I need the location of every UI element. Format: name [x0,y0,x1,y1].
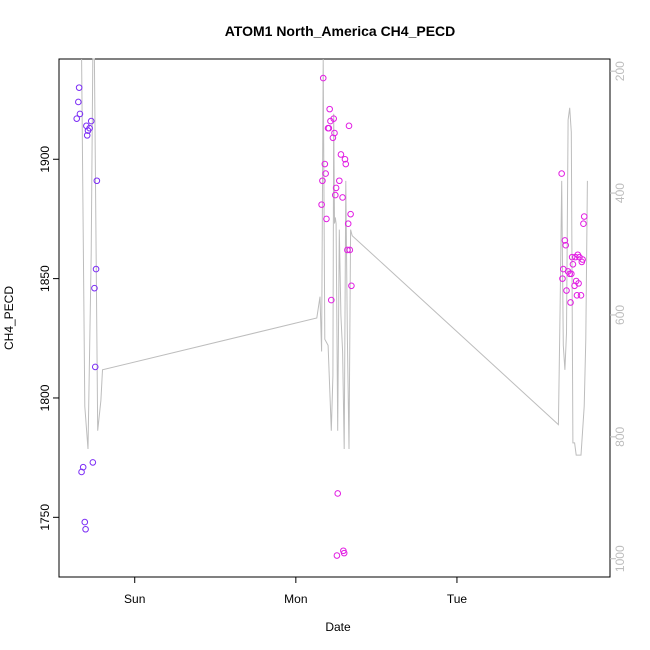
data-point [580,213,588,220]
data-point [337,151,345,158]
data-point [330,115,337,122]
data-point [325,124,333,132]
points-layer [73,74,588,559]
data-point [89,459,97,466]
data-point [562,241,569,249]
line-series-layer [81,58,588,456]
plot-frame [58,58,611,578]
x-tick-label: Sun [124,592,145,606]
data-point [348,282,355,290]
y2-tick-label: 200 [613,61,627,81]
data-point [568,253,576,261]
data-point [86,124,93,132]
data-point [347,210,354,218]
data-point [81,518,89,526]
x-tick-label: Tue [447,592,468,606]
data-point [344,220,352,228]
data-point [579,256,586,263]
data-point [333,552,341,559]
data-point [342,160,350,168]
y-tick-label: 1750 [38,504,52,531]
data-point [322,170,329,177]
y2-tick-label: 400 [613,183,627,203]
chart-title: ATOM1 North_America CH4_PECD [225,23,456,39]
data-point [573,292,581,299]
data-point [344,246,351,254]
data-point [326,105,333,113]
data-point [558,170,565,177]
data-point [93,177,101,185]
data-point [83,132,91,139]
data-point [76,110,84,118]
data-point [334,490,342,497]
data-point [319,74,327,82]
data-point [332,184,340,192]
data-point [75,98,82,106]
data-point [332,191,339,199]
y2-tick-label: 600 [613,305,627,325]
data-point [575,280,582,287]
y-tick-label: 1900 [38,146,52,173]
data-point [79,463,87,471]
data-point [319,177,326,185]
data-point [563,287,570,294]
data-point [561,237,569,244]
data-point [82,525,89,533]
data-point [346,246,354,254]
data-point [577,292,585,299]
data-point [345,122,353,130]
data-point [568,270,575,278]
data-point [87,117,95,125]
axes-layer: 1750 1800 1850 1900 200 400 600 800 1000 Sun Mon Tu… [38,61,627,606]
data-point [339,194,346,201]
y-axis-label: CH4_PECD [2,286,16,350]
data-point [336,177,343,185]
y-tick-label: 1800 [38,384,52,411]
data-point [73,115,81,122]
data-point [559,275,566,282]
data-point [91,363,99,371]
data-point [341,155,349,163]
x-axis-label: Date [325,620,351,634]
data-point [580,220,587,228]
data-point [331,129,338,137]
data-point [91,284,98,292]
data-point [340,549,348,557]
y2-tick-label: 800 [613,427,627,447]
data-point [318,201,325,208]
data-point [75,84,83,91]
data-point [321,160,329,168]
y-tick-label: 1850 [38,265,52,292]
data-point [567,299,574,306]
altitude-line [81,58,588,456]
data-point [323,215,330,223]
data-point [327,296,335,304]
data-point [569,260,577,268]
x-tick-label: Mon [284,592,307,606]
data-point [92,265,100,273]
y2-tick-label: 1000 [613,545,627,572]
